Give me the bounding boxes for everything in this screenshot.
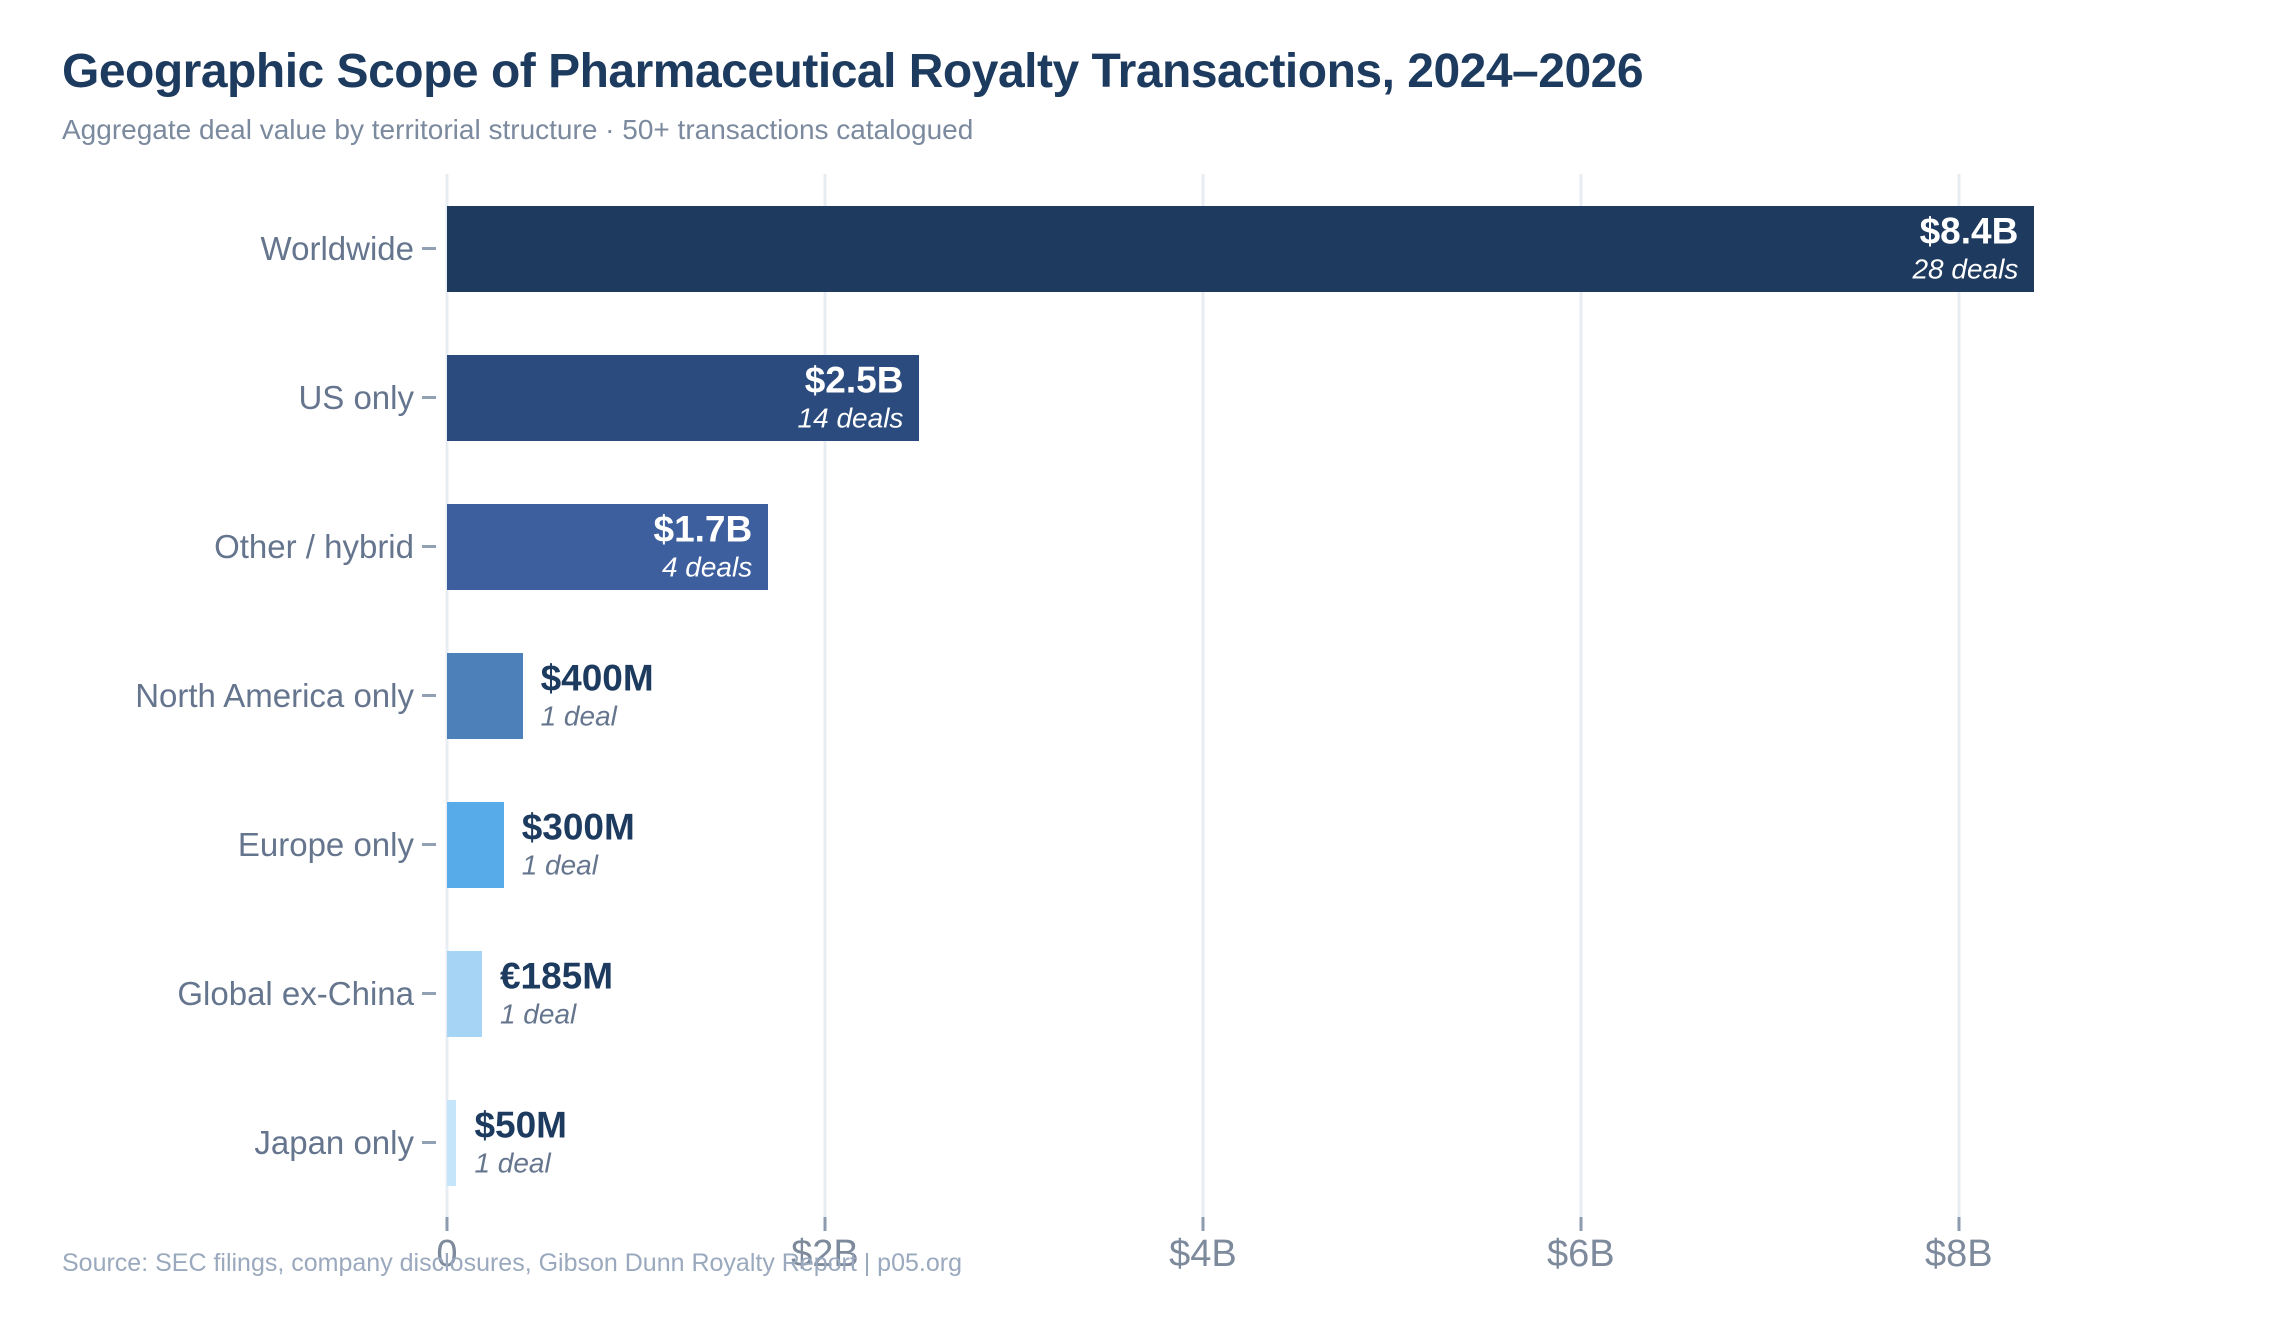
x-tick-label: 0 (436, 1233, 458, 1275)
deal-count-label: 1 deal (499, 998, 577, 1030)
x-axis-ticks (445, 1217, 2280, 1231)
deal-count-label: 14 deals (797, 402, 904, 434)
bar-area: $400M 1 deal $400M 1 deal (447, 621, 2280, 770)
category-label: US only (298, 378, 414, 416)
value-label: $1.7B (653, 507, 753, 549)
value-label: $8.4B (1919, 209, 2019, 251)
x-tick (1957, 1217, 1961, 1231)
chart-title: Geographic Scope of Pharmaceutical Royal… (62, 45, 1644, 98)
y-tick (422, 992, 436, 995)
bar-row-global-ex-china: Global ex-China €185M 1 deal €185M 1 dea… (0, 919, 2280, 1068)
value-label: $300M (521, 805, 635, 847)
x-tick (445, 1217, 449, 1231)
category-label: Global ex-China (177, 974, 414, 1012)
value-label: $2.5B (804, 358, 904, 400)
y-tick (422, 1141, 436, 1144)
bar-area: $1.7B 4 deals $1.7B 4 deals (447, 472, 2280, 621)
chart-subtitle: Aggregate deal value by territorial stru… (62, 114, 974, 145)
y-tick (422, 843, 436, 846)
gridline (1201, 174, 1205, 1217)
bar-row-europe-only: Europe only $300M 1 deal $300M 1 deal (0, 770, 2280, 919)
bar-row-other-hybrid: Other / hybrid $1.7B 4 deals $1.7B 4 dea… (0, 472, 2280, 621)
bar-area: €185M 1 deal €185M 1 deal (447, 919, 2280, 1068)
bar-value-group: $2.5B 14 deals (797, 358, 904, 435)
bar-value-group: $300M 1 deal (521, 805, 635, 882)
y-tick (422, 545, 436, 548)
x-tick (1201, 1217, 1205, 1231)
bar-value-group: $400M 1 deal (540, 656, 654, 733)
value-bar: $2.5B 14 deals (447, 354, 920, 441)
value-bar: $1.7B 4 deals (447, 503, 769, 590)
bar-row-worldwide: Worldwide $8.4B 28 deals $8.4B 28 deals (0, 174, 2280, 323)
bar-value-group: €185M 1 deal (499, 954, 614, 1031)
y-tick (422, 247, 436, 250)
bar-area: $8.4B 28 deals $8.4B 28 deals (447, 174, 2280, 323)
deal-count-label: 28 deals (1912, 253, 2019, 285)
category-label: Japan only (254, 1123, 414, 1161)
deal-count-label: 4 deals (661, 551, 753, 583)
value-bar: $8.4B 28 deals (447, 205, 2035, 292)
x-axis-labels: 0 $2B $4B $6B $8B (436, 1233, 2280, 1283)
bar-value-group: $1.7B 4 deals (653, 507, 753, 584)
bar-area: $50M 1 deal $50M 1 deal (447, 1068, 2280, 1217)
gridline (1957, 174, 1961, 1217)
bar-row-north-america-only: North America only $400M 1 deal $400M 1 … (0, 621, 2280, 770)
deal-count-label: 1 deal (474, 1147, 551, 1179)
bar-area: $2.5B 14 deals $2.5B 14 deals (447, 323, 2280, 472)
gridline (823, 174, 827, 1217)
value-label: $50M (474, 1103, 567, 1145)
x-tick-label: $2B (791, 1233, 859, 1275)
value-bar: $300M 1 deal (447, 801, 504, 888)
bar-value-group: $50M 1 deal (474, 1103, 567, 1180)
gridline (1579, 174, 1583, 1217)
value-label: €185M (499, 954, 614, 996)
bar-rows: Worldwide $8.4B 28 deals $8.4B 28 deals … (0, 174, 2280, 1217)
category-label: Other / hybrid (214, 527, 414, 565)
value-bar: €185M 1 deal (447, 950, 482, 1037)
bar-row-us-only: US only $2.5B 14 deals $2.5B 14 deals (0, 323, 2280, 472)
bar-area: $300M 1 deal $300M 1 deal (447, 770, 2280, 919)
source-note: Source: SEC filings, company disclosures… (62, 1249, 962, 1277)
value-bar: $50M 1 deal (447, 1099, 457, 1186)
y-tick (422, 694, 436, 697)
x-tick-label: $8B (1924, 1233, 1993, 1275)
category-label: Worldwide (260, 229, 414, 267)
value-label: $400M (540, 656, 654, 698)
y-tick (422, 396, 436, 399)
bar-row-japan-only: Japan only $50M 1 deal $50M 1 deal (0, 1068, 2280, 1217)
x-tick-label: $4B (1169, 1233, 1237, 1275)
deal-count-label: 1 deal (540, 700, 617, 732)
x-tick (1579, 1217, 1583, 1231)
category-label: Europe only (237, 825, 414, 863)
deal-count-label: 1 deal (521, 849, 598, 881)
category-label: North America only (135, 676, 414, 714)
bar-value-group: $8.4B 28 deals (1912, 209, 2019, 286)
x-tick-label: $6B (1547, 1233, 1615, 1275)
x-tick (823, 1217, 827, 1231)
value-bar: $400M 1 deal (447, 652, 523, 739)
